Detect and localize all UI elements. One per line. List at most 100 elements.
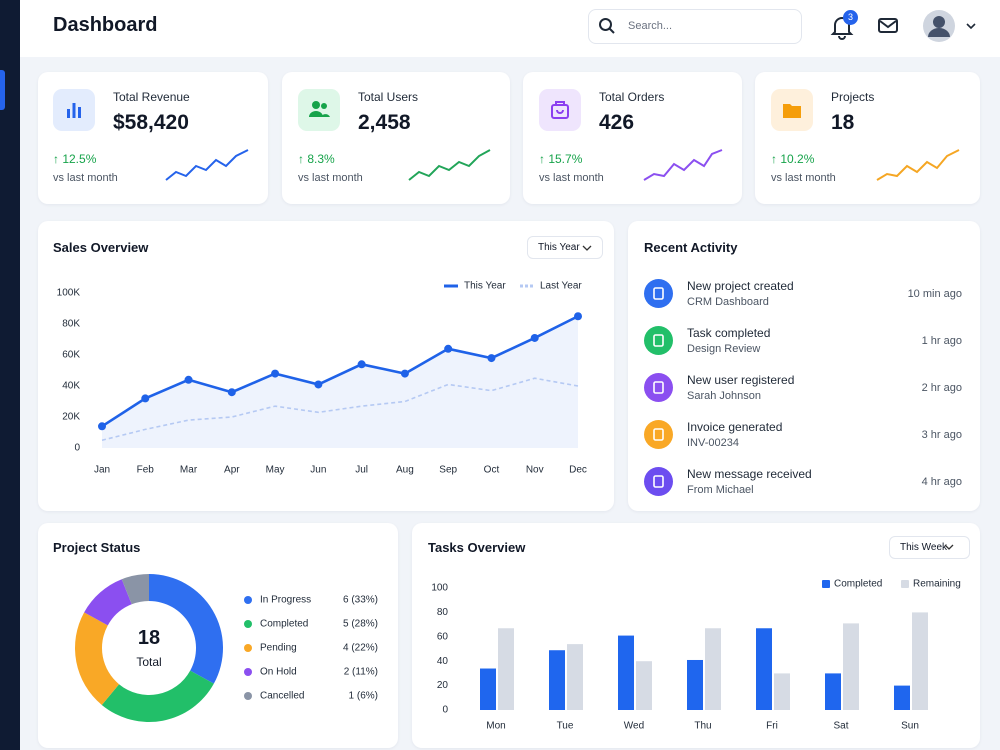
activity-icon — [644, 420, 673, 449]
area — [102, 316, 578, 448]
orders-icon — [539, 89, 581, 131]
stat-change: ↑ 10.2% — [771, 152, 815, 166]
activity-icon — [644, 279, 673, 308]
x-tick-label: Sep — [439, 465, 457, 476]
donut-total: 18 — [137, 627, 161, 649]
stat-value: 18 — [831, 111, 855, 134]
x-tick-label: Jan — [94, 465, 110, 476]
legend-label: Cancelled — [260, 691, 304, 702]
legend-dot — [244, 668, 252, 676]
x-tick-label: Oct — [484, 465, 500, 476]
chevron — [582, 245, 954, 550]
y-tick-label: 100K — [57, 288, 81, 299]
point — [184, 375, 193, 384]
stat-value: 426 — [599, 111, 635, 134]
activity-time: 3 hr ago — [921, 429, 962, 441]
activity-sub: CRM Dashboard — [687, 296, 769, 308]
donut-slice — [84, 579, 132, 626]
card-title: Tasks Overview — [428, 540, 526, 555]
bar — [705, 628, 721, 710]
x-tick-label: Tue — [557, 721, 574, 732]
activity-title: Task completed — [687, 326, 771, 340]
legend-dot — [244, 692, 252, 700]
header — [20, 0, 1000, 57]
bar — [756, 628, 772, 710]
x-tick-label: Aug — [396, 465, 414, 476]
users-icon — [298, 89, 340, 131]
x-tick-label: Apr — [224, 465, 240, 476]
activity-title: New message received — [687, 467, 812, 481]
y-tick-label: 80K — [62, 319, 80, 330]
bar — [549, 650, 565, 710]
x-tick-label: Nov — [526, 465, 544, 476]
stat-note: vs last month — [53, 172, 118, 184]
bar — [912, 612, 928, 710]
bar — [618, 635, 634, 710]
bar — [480, 668, 496, 710]
legend-label: Pending — [260, 643, 297, 654]
legend-swatch — [901, 580, 909, 588]
filter-label: This Year — [538, 242, 580, 253]
stat-note: vs last month — [771, 172, 836, 184]
card-title: Project Status — [53, 540, 141, 555]
bar — [636, 661, 652, 710]
activity-card — [628, 221, 980, 511]
legend-label: This Year — [464, 281, 506, 292]
year-filter[interactable]: This Year — [527, 236, 603, 259]
y-tick-label: 0 — [442, 705, 448, 716]
avatar[interactable] — [922, 9, 980, 43]
search-box[interactable] — [588, 9, 802, 44]
point — [574, 312, 582, 321]
stat-label: Projects — [831, 90, 875, 104]
x-tick-label: Jun — [310, 465, 326, 476]
bar — [825, 673, 841, 710]
x-tick-label: Fri — [766, 721, 778, 732]
stat-change: ↑ 12.5% — [53, 152, 97, 166]
revenue-icon — [53, 89, 95, 131]
bar — [774, 673, 790, 710]
activity-time: 4 hr ago — [921, 476, 962, 488]
week-filter[interactable]: This Week — [889, 536, 971, 559]
x-tick-label: Sat — [833, 721, 848, 732]
point — [400, 369, 409, 378]
stat-label: Total Orders — [599, 90, 665, 104]
bar — [498, 628, 514, 710]
y-tick-label: 0 — [74, 443, 80, 454]
activity-icon — [644, 326, 673, 355]
donut-slice — [101, 670, 214, 723]
legend-dot — [244, 644, 252, 652]
line — [101, 315, 579, 428]
y-tick-label: 40 — [437, 656, 449, 667]
activity-icon — [644, 467, 673, 496]
activity-time: 10 min ago — [907, 288, 962, 300]
legend-dot — [244, 596, 252, 604]
point — [530, 333, 539, 342]
sidebar — [0, 0, 20, 750]
activity-title: New user registered — [687, 373, 795, 387]
activity-time: 1 hr ago — [921, 335, 962, 347]
point — [357, 360, 366, 369]
stat-value: 2,458 — [358, 111, 411, 134]
x-tick-label: Feb — [137, 465, 155, 476]
x-tick-label: Mar — [180, 465, 198, 476]
value-label: 6 (33%) — [343, 595, 378, 606]
stat-change: ↑ 8.3% — [298, 152, 335, 166]
point — [487, 354, 496, 363]
legend-label: Last Year — [540, 281, 582, 292]
activity-sub: INV-00234 — [687, 437, 739, 449]
card-title: Recent Activity — [644, 240, 738, 255]
sparkline — [408, 149, 491, 181]
search-placeholder: Search... — [628, 20, 673, 32]
activity-time: 2 hr ago — [921, 382, 962, 394]
donut-slice — [121, 574, 149, 605]
x-tick-label: Jul — [355, 465, 368, 476]
x-tick-label: Thu — [694, 721, 711, 732]
bar — [894, 685, 910, 710]
sparkline — [165, 149, 249, 181]
notification-badge: 3 — [843, 10, 858, 25]
value-label: 2 (11%) — [344, 667, 378, 678]
x-tick-label: Dec — [569, 465, 587, 476]
point — [271, 369, 280, 378]
point — [98, 422, 106, 431]
mail-icon[interactable] — [877, 17, 899, 35]
